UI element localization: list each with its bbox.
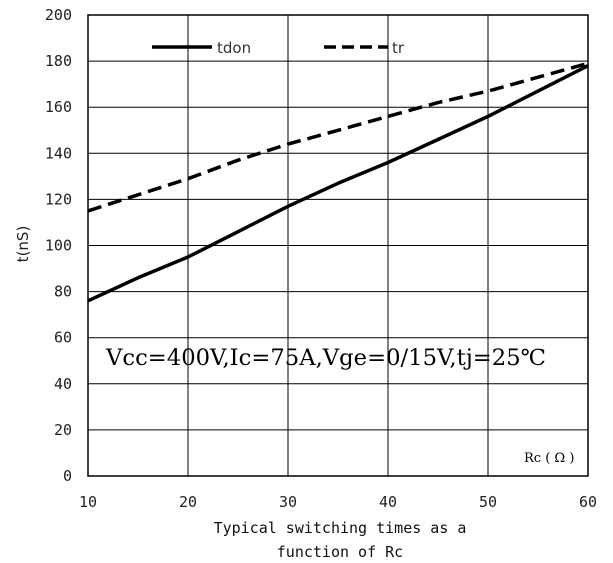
y-tick-label-200: 200	[45, 6, 72, 24]
x-axis-ticks: 10 20 30 40 50 60	[79, 493, 597, 511]
y-tick-label-20: 20	[54, 421, 72, 439]
x-tick-label-30: 30	[279, 493, 297, 511]
y-tick-label-60: 60	[54, 329, 72, 347]
x-tick-label-10: 10	[79, 493, 97, 511]
x-tick-label-40: 40	[379, 493, 397, 511]
y-tick-label-100: 100	[45, 237, 72, 255]
y-axis-ticks: 0 20 40 60 80 100 120 140 160 180 200	[45, 6, 72, 485]
y-tick-label-0: 0	[63, 467, 72, 485]
legend-label-tr: tr	[392, 39, 405, 57]
y-tick-label-120: 120	[45, 190, 72, 208]
x-tick-label-60: 60	[579, 493, 597, 511]
caption-line-2: function of Rc	[277, 543, 403, 561]
caption-line-1: Typical switching times as a	[214, 519, 467, 537]
x-axis-label: Rc ( Ω )	[524, 451, 574, 466]
series-lines	[87, 61, 589, 303]
x-tick-label-50: 50	[479, 493, 497, 511]
legend: tdon tr	[152, 39, 405, 57]
y-axis-label: t(nS)	[14, 226, 32, 263]
x-tick-label-20: 20	[179, 493, 197, 511]
y-tick-label-160: 160	[45, 98, 72, 116]
y-tick-label-140: 140	[45, 144, 72, 162]
y-tick-label-180: 180	[45, 52, 72, 70]
y-tick-label-40: 40	[54, 375, 72, 393]
series-line-tdon	[87, 64, 589, 303]
legend-label-tdon: tdon	[217, 39, 251, 57]
y-tick-label-80: 80	[54, 283, 72, 301]
series-line-tr	[87, 61, 589, 213]
test-conditions-annotation: Vcc=400V,Ic=75A,Vge=0/15V,tj=25℃	[105, 346, 546, 371]
